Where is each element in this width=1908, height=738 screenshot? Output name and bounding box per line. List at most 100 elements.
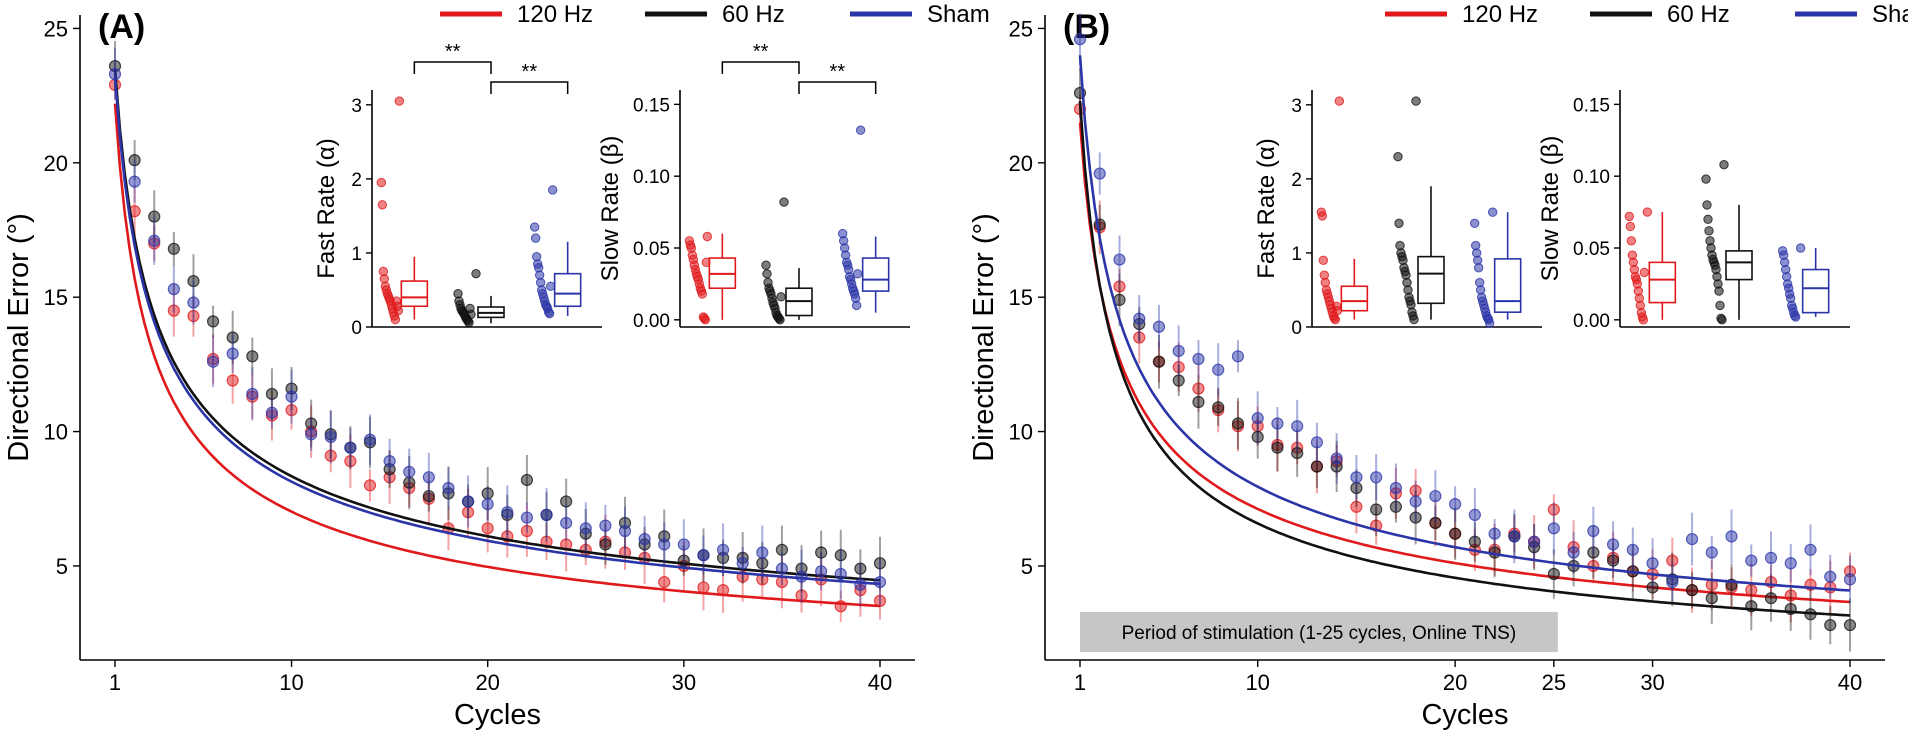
x-tick-label: 20 <box>1443 670 1467 695</box>
data-point <box>1409 511 1422 524</box>
fit-curve <box>113 103 881 608</box>
data-point <box>344 441 357 454</box>
inset-point <box>390 314 401 325</box>
legend-label: 60 Hz <box>722 1 785 28</box>
significance-label: ** <box>445 41 461 63</box>
x-tick-label: 30 <box>672 670 696 695</box>
inset-point <box>855 125 866 135</box>
y-axis-label: Directional Error (°) <box>968 213 1000 461</box>
data-point <box>873 575 887 589</box>
data-point <box>540 508 553 521</box>
data-point <box>716 543 730 556</box>
data-point <box>1350 471 1363 484</box>
box <box>1493 258 1522 313</box>
inset-point <box>544 308 555 319</box>
data-point <box>481 522 494 535</box>
inset-point <box>775 315 785 325</box>
x-tick-label: 10 <box>279 670 303 695</box>
data-point <box>1212 363 1225 376</box>
data-point <box>344 455 357 468</box>
inset-y-axis-label: Slow Rate (β) <box>1537 136 1564 282</box>
data-point <box>1389 481 1402 495</box>
stimulation-period-box <box>1080 612 1558 652</box>
data-point <box>658 575 671 589</box>
data-point <box>1468 535 1481 548</box>
inset-point <box>471 268 481 279</box>
x-tick-label: 20 <box>475 670 499 695</box>
data-point <box>520 524 534 538</box>
fit-curve <box>113 76 881 586</box>
inset-point <box>1704 226 1714 236</box>
data-point <box>638 532 651 546</box>
data-point <box>148 234 161 247</box>
x-tick-label: 25 <box>1542 670 1566 695</box>
data-point <box>834 567 847 581</box>
data-point <box>442 481 455 495</box>
inset-point <box>1334 96 1345 106</box>
data-point <box>324 430 337 444</box>
inset-y-tick-label: 0.10 <box>633 167 670 188</box>
inset-point <box>1703 214 1713 224</box>
inset-point <box>1332 306 1343 316</box>
data-point <box>520 511 534 524</box>
boxplot-60hz <box>1701 159 1753 325</box>
data-point <box>1271 441 1284 454</box>
data-point <box>834 549 847 562</box>
data-point <box>560 516 573 530</box>
inset-y-tick-label: 2 <box>351 170 362 191</box>
y-tick-label: 10 <box>1009 420 1033 445</box>
bracket-line <box>490 81 569 94</box>
inset-point <box>1790 312 1801 322</box>
data-point <box>265 387 279 401</box>
data-point <box>128 175 141 188</box>
inset-point <box>1626 236 1637 246</box>
box <box>1725 250 1753 281</box>
data-point <box>599 519 612 532</box>
box <box>861 257 890 292</box>
x-tick-label: 30 <box>1640 670 1664 695</box>
data-point <box>1429 516 1442 530</box>
data-point <box>1449 498 1462 511</box>
inset-point <box>761 260 771 270</box>
x-tick-label: 40 <box>868 670 892 695</box>
x-tick-label: 10 <box>1245 670 1269 695</box>
series-120hz <box>1073 94 1857 623</box>
inset-point <box>547 185 558 195</box>
data-point <box>854 578 867 591</box>
inset-point <box>852 269 863 279</box>
data-point <box>1350 500 1363 513</box>
inset-point <box>1701 174 1711 184</box>
data-point <box>481 498 494 511</box>
data-point <box>1192 352 1205 366</box>
data-point <box>520 473 534 487</box>
data-point <box>1409 495 1422 508</box>
data-point <box>1231 350 1245 363</box>
data-point <box>1093 167 1106 180</box>
data-point <box>1646 557 1659 570</box>
data-point <box>1843 573 1857 586</box>
y-tick-label: 5 <box>1021 554 1033 579</box>
data-point <box>246 350 259 363</box>
boxplot-60hz <box>453 268 505 328</box>
data-point <box>285 390 298 403</box>
inset-point <box>464 317 474 328</box>
data-point <box>1685 532 1699 546</box>
data-point <box>305 428 318 441</box>
data-point <box>1587 546 1600 559</box>
data-point <box>1745 554 1758 567</box>
data-point <box>383 455 396 468</box>
x-tick-label: 40 <box>1838 670 1862 695</box>
data-point <box>1488 527 1501 540</box>
data-point <box>1251 412 1264 425</box>
bracket-line <box>413 61 492 74</box>
significance-bracket: ** <box>721 41 800 74</box>
box <box>1417 255 1445 305</box>
y-tick-label: 20 <box>1009 151 1033 176</box>
fit-curve <box>113 68 881 582</box>
inset-point <box>1473 263 1484 273</box>
box <box>400 280 429 308</box>
data-point <box>1824 618 1837 632</box>
data-point <box>579 522 592 535</box>
data-point <box>1192 395 1205 409</box>
inset-slow-rate: 0.00 0.05 0.10 0.15 Slow Rate (β) ** ** <box>597 41 910 332</box>
